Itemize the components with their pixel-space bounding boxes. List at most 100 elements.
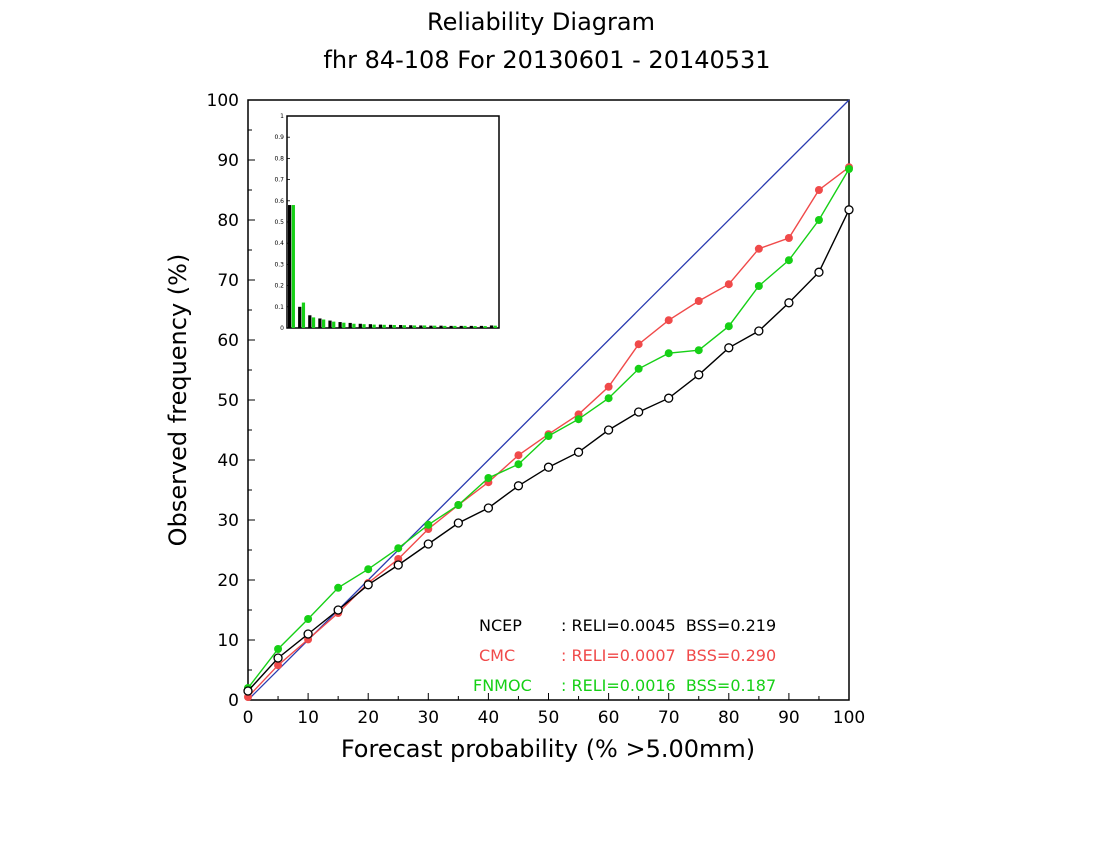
data-point-ncep bbox=[573, 447, 584, 457]
inset-bar bbox=[338, 322, 342, 328]
inset-bar bbox=[392, 325, 396, 328]
chart-title: Reliability Diagram bbox=[427, 8, 655, 36]
data-point-cmc bbox=[514, 451, 523, 460]
inset-bar bbox=[358, 323, 362, 328]
data-point-fnmoc bbox=[814, 216, 823, 224]
data-point-cmc bbox=[754, 244, 763, 253]
inset-y-axis: 0 0.1 0.2 0.3 0.4 0.5 0.6 0.7 0.8 0.9 1 bbox=[274, 113, 290, 332]
chart-subtitle: fhr 84-108 For 20130601 - 20140531 bbox=[323, 46, 770, 74]
y-axis: 0 10 20 30 40 50 60 70 80 90 100 bbox=[207, 91, 255, 711]
legend-name-cmc: CMC bbox=[479, 646, 515, 665]
y-tick-label: 20 bbox=[217, 571, 239, 591]
data-point-ncep bbox=[483, 503, 494, 513]
inset-bar bbox=[399, 325, 403, 328]
inset-y-tick-label: 0.3 bbox=[274, 261, 284, 268]
data-point-ncep bbox=[664, 393, 674, 403]
inset-y-tick-label: 0.2 bbox=[274, 283, 284, 290]
x-tick-label: 50 bbox=[538, 708, 560, 728]
x-tick-label: 40 bbox=[478, 708, 500, 728]
inset-bar bbox=[322, 319, 326, 328]
y-tick-label: 40 bbox=[217, 451, 239, 471]
inset-bar bbox=[469, 325, 473, 328]
inset-bars bbox=[288, 205, 497, 328]
inset-bar bbox=[449, 325, 453, 328]
inset-bar bbox=[422, 325, 427, 328]
legend: NCEP : RELI=0.0045 BSS=0.219 CMC : RELI=… bbox=[473, 616, 776, 695]
data-point-ncep bbox=[603, 425, 614, 435]
inset-bar bbox=[412, 325, 417, 328]
data-point-cmc bbox=[694, 297, 703, 305]
inset-bar bbox=[493, 325, 497, 328]
data-point-ncep bbox=[513, 481, 524, 491]
inset-bar bbox=[453, 325, 457, 328]
data-point-ncep bbox=[694, 370, 704, 380]
data-point-fnmoc bbox=[394, 544, 403, 553]
data-point-fnmoc bbox=[514, 460, 523, 469]
inset-y-tick-label: 0.9 bbox=[274, 134, 284, 141]
data-point-cmc bbox=[634, 340, 643, 349]
inset-bar bbox=[382, 324, 386, 328]
x-tick-label: 0 bbox=[243, 708, 254, 728]
data-point-cmc bbox=[724, 280, 733, 289]
x-tick-label: 10 bbox=[297, 708, 319, 728]
y-tick-label: 0 bbox=[228, 691, 239, 711]
x-tick-label: 90 bbox=[778, 708, 800, 728]
data-point-fnmoc bbox=[845, 165, 853, 173]
inset-bar bbox=[311, 317, 316, 328]
data-point-fnmoc bbox=[424, 520, 433, 529]
inset-bar bbox=[402, 325, 407, 328]
data-point-cmc bbox=[814, 186, 823, 194]
data-point-fnmoc bbox=[454, 501, 463, 509]
inset-bar bbox=[332, 321, 336, 328]
series-fnmoc bbox=[244, 165, 853, 692]
x-tick-label: 70 bbox=[658, 708, 680, 728]
inset-bar bbox=[483, 326, 487, 328]
data-point-fnmoc bbox=[604, 394, 613, 403]
x-axis-label: Forecast probability (% >5.00mm) bbox=[341, 735, 755, 763]
data-point-ncep bbox=[363, 580, 373, 590]
data-point-ncep bbox=[543, 462, 554, 472]
inset-bar bbox=[459, 325, 463, 328]
inset-bar bbox=[443, 325, 447, 328]
inset-histogram: 0 0.1 0.2 0.3 0.4 0.5 0.6 0.7 0.8 0.9 1 bbox=[274, 113, 500, 332]
inset-y-tick-label: 0.5 bbox=[274, 219, 284, 226]
data-point-ncep bbox=[243, 686, 253, 696]
data-point-fnmoc bbox=[334, 583, 343, 592]
inset-bar bbox=[328, 320, 332, 328]
y-axis-label: Observed frequency (%) bbox=[164, 254, 192, 547]
inset-y-tick-label: 1 bbox=[280, 113, 284, 120]
data-point-fnmoc bbox=[784, 256, 793, 265]
data-point-ncep bbox=[844, 205, 854, 215]
x-tick-label: 30 bbox=[417, 708, 439, 728]
data-point-cmc bbox=[784, 234, 793, 242]
data-point-ncep bbox=[303, 629, 313, 639]
inset-bar bbox=[419, 325, 423, 328]
inset-bar bbox=[388, 324, 393, 328]
x-tick-label: 100 bbox=[833, 708, 865, 728]
inset-bar bbox=[463, 325, 467, 328]
inset-bar bbox=[439, 325, 443, 328]
y-tick-label: 70 bbox=[217, 271, 239, 291]
data-point-fnmoc bbox=[574, 415, 583, 424]
data-point-fnmoc bbox=[544, 432, 553, 440]
inset-bar bbox=[489, 325, 494, 328]
data-point-ncep bbox=[754, 326, 764, 336]
inset-bar bbox=[372, 324, 376, 328]
inset-y-tick-label: 0.8 bbox=[274, 155, 284, 162]
data-point-ncep bbox=[453, 518, 464, 528]
data-point-ncep bbox=[634, 407, 644, 417]
y-tick-label: 50 bbox=[217, 391, 239, 411]
inset-bar bbox=[342, 322, 346, 328]
inset-bar bbox=[291, 205, 295, 328]
y-tick-label: 90 bbox=[217, 151, 239, 171]
legend-name-fnmoc: FNMOC bbox=[473, 676, 532, 695]
inset-y-tick-label: 0.1 bbox=[274, 304, 284, 311]
data-point-ncep bbox=[724, 343, 734, 353]
x-tick-label: 80 bbox=[718, 708, 740, 728]
data-point-ncep bbox=[393, 560, 403, 570]
data-point-fnmoc bbox=[484, 474, 493, 482]
inset-bar bbox=[362, 324, 366, 328]
legend-stats-ncep: : RELI=0.0045 BSS=0.219 bbox=[561, 616, 776, 635]
data-point-fnmoc bbox=[364, 565, 373, 574]
